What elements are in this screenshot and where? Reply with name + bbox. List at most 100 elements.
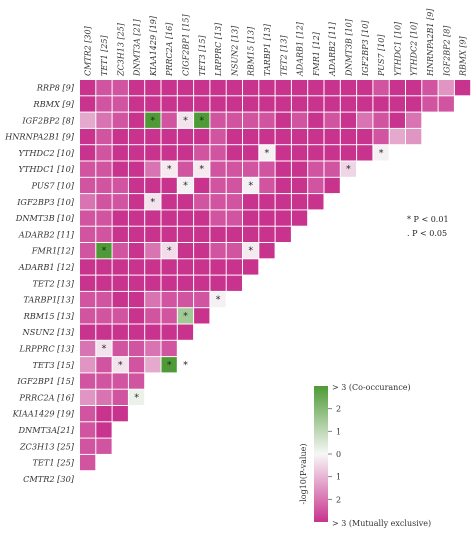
heatmap-cell <box>161 357 177 373</box>
heatmap-cell <box>308 96 324 112</box>
heatmap-cell <box>145 177 161 194</box>
significance-mark: * <box>183 116 188 126</box>
heatmap-cell <box>80 259 96 275</box>
heatmap-cell <box>291 210 308 226</box>
heatmap-cell <box>96 373 112 389</box>
column-label: IGF2BP2 [8] <box>442 25 451 77</box>
heatmap-cell <box>243 80 259 96</box>
heatmap-cell <box>96 194 112 210</box>
heatmap-cell <box>161 275 177 291</box>
heatmap-cell <box>128 226 145 242</box>
heatmap-cell <box>406 112 422 128</box>
row-label: DNMT3A[21] <box>17 425 74 435</box>
heatmap-cell <box>194 308 210 324</box>
heatmap-cell <box>161 128 177 145</box>
heatmap-cell <box>80 194 96 210</box>
row-label: IGF2BP1 [15] <box>16 376 75 386</box>
column-label: TARBP1 [13] <box>263 23 272 76</box>
heatmap-cell <box>275 194 291 210</box>
heatmap-cell <box>177 194 194 210</box>
heatmap-cells <box>80 80 471 471</box>
heatmap-cell <box>96 226 112 242</box>
heatmap-cell <box>161 226 177 242</box>
column-label: LRPPRC [13] <box>214 22 223 77</box>
column-label: ZC3H13 [25] <box>116 22 125 77</box>
significance-mark: * <box>102 247 107 257</box>
heatmap-cell <box>112 340 128 357</box>
heatmap-cell <box>96 308 112 324</box>
heatmap-cell <box>194 161 210 177</box>
heatmap-cell <box>226 80 242 96</box>
heatmap-cell <box>291 194 308 210</box>
heatmap-cell <box>259 194 275 210</box>
heatmap-cell <box>145 128 161 145</box>
heatmap-cell <box>145 112 161 128</box>
heatmap-cell <box>210 210 226 226</box>
heatmap-cell <box>194 275 210 291</box>
heatmap-cell <box>177 243 194 259</box>
heatmap-cell <box>161 145 177 161</box>
heatmap-cell <box>96 324 112 340</box>
heatmap-cell <box>96 112 112 128</box>
heatmap-cell <box>373 96 389 112</box>
significance-mark: * <box>102 344 107 354</box>
heatmap-cell <box>177 96 194 112</box>
heatmap-cell <box>340 161 357 177</box>
heatmap-cell <box>145 243 161 259</box>
heatmap-cell <box>161 161 177 177</box>
heatmap-cell <box>210 291 226 308</box>
heatmap-cell <box>112 96 128 112</box>
heatmap-cell <box>259 243 275 259</box>
heatmap-cell <box>422 80 438 96</box>
significance-legend-entry: . P < 0.05 <box>407 229 447 238</box>
heatmap-cell <box>80 161 96 177</box>
row-label: DNMT3B [10] <box>15 213 75 223</box>
heatmap-cell <box>340 128 357 145</box>
heatmap-cell <box>210 226 226 242</box>
heatmap-cell <box>275 145 291 161</box>
heatmap-cell <box>145 324 161 340</box>
heatmap-cell <box>210 112 226 128</box>
heatmap-cell <box>161 324 177 340</box>
heatmap-cell <box>161 80 177 96</box>
heatmap-cell <box>128 291 145 308</box>
heatmap-cell <box>128 194 145 210</box>
heatmap-cell <box>324 112 340 128</box>
heatmap-cell <box>145 161 161 177</box>
heatmap-cell <box>308 161 324 177</box>
heatmap-cell <box>128 145 145 161</box>
column-label: PUS7 [10] <box>377 34 386 77</box>
heatmap-cell <box>128 357 145 373</box>
heatmap-cell <box>243 194 259 210</box>
heatmap-cell <box>96 422 112 438</box>
heatmap-cell <box>389 128 405 145</box>
heatmap-cell <box>389 96 405 112</box>
heatmap-cell <box>324 161 340 177</box>
row-label: TET1 [25] <box>32 458 74 468</box>
heatmap-cell <box>291 161 308 177</box>
heatmap-cell <box>324 177 340 194</box>
heatmap-cell <box>210 177 226 194</box>
heatmap-cell <box>177 112 194 128</box>
heatmap-cell <box>177 161 194 177</box>
heatmap-cell <box>96 243 112 259</box>
heatmap-cell <box>373 112 389 128</box>
heatmap-cell <box>145 80 161 96</box>
heatmap-cell <box>454 80 471 96</box>
heatmap-cell <box>291 80 308 96</box>
heatmap-cell <box>128 128 145 145</box>
heatmap-cell <box>243 259 259 275</box>
significance-mark: * <box>248 247 253 257</box>
heatmap-cell <box>194 243 210 259</box>
row-label: IGF2BP2 [8] <box>21 115 74 125</box>
heatmap-cell <box>128 210 145 226</box>
significance-mark: * <box>151 198 156 208</box>
heatmap-cell <box>308 112 324 128</box>
heatmap-cell <box>96 389 112 405</box>
heatmap-cell <box>80 389 96 405</box>
significance-mark: * <box>167 247 172 257</box>
heatmap-cell <box>210 259 226 275</box>
heatmap-cell <box>96 145 112 161</box>
column-label: ADARB1 [12] <box>296 21 305 77</box>
heatmap-cell <box>177 259 194 275</box>
